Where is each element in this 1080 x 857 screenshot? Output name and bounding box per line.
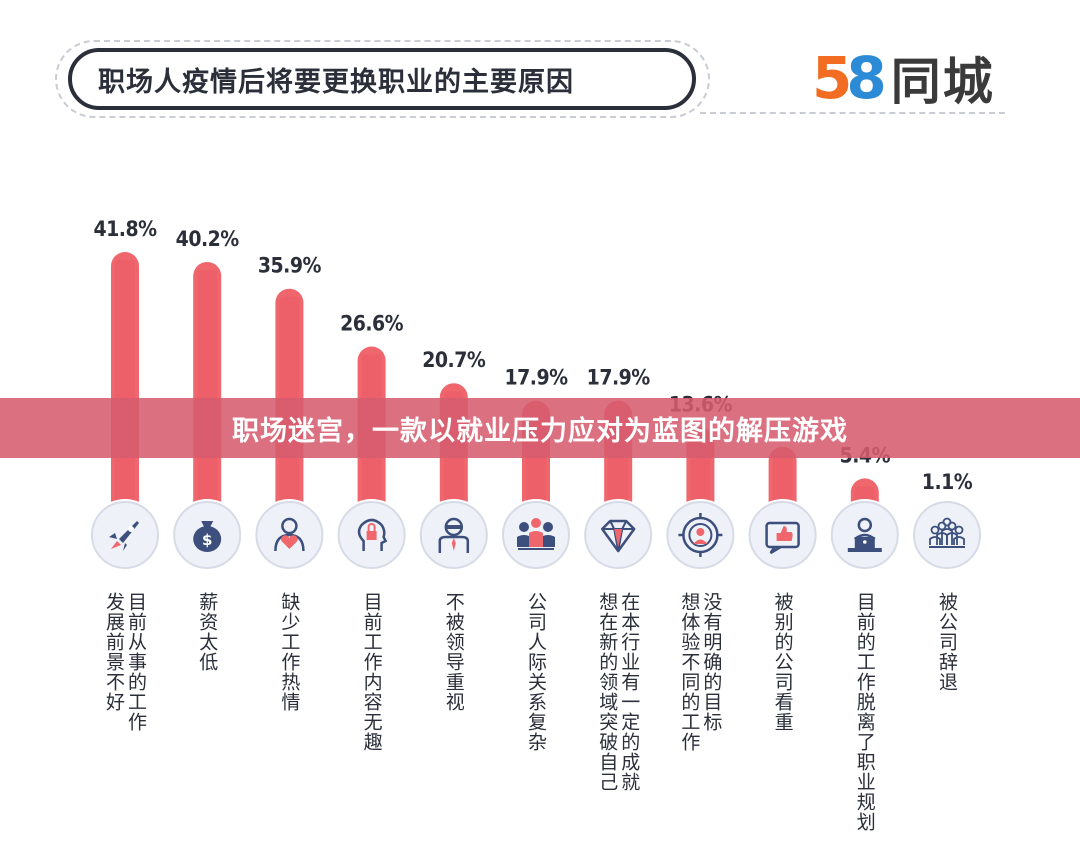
category-label: 想在新的领域突破自己 (596, 592, 618, 792)
category-label: 在本行业有一定的成就 (618, 592, 640, 792)
target-person-icon (678, 513, 723, 557)
head-lock-icon (357, 518, 388, 551)
category-label: 公司人际关系复杂 (525, 592, 547, 752)
bar-shade (115, 260, 135, 520)
value-label: 40.2% (176, 227, 240, 251)
chart-title: 职场人疫情后将要更换职业的主要原因 (98, 66, 574, 98)
category-label: 想体验不同的工作 (678, 592, 700, 752)
category-label: 被别的公司看重 (772, 592, 794, 732)
money-bag-icon: $ (193, 521, 222, 552)
header-pill (55, 40, 710, 118)
banner-text: 职场迷宫，一款以就业压力应对为蓝图的解压游戏 (232, 415, 848, 447)
group-icon (929, 517, 965, 548)
category-label: 没有明确的目标 (700, 592, 722, 732)
value-label: 41.8% (93, 217, 157, 241)
category-label: 被公司辞退 (936, 592, 958, 692)
value-label: 26.6% (340, 312, 404, 336)
diamond-icon (600, 519, 636, 553)
category-label: 目前从事的工作 (125, 592, 147, 732)
header-frame: 职场人疫情后将要更换职业的主要原因 (68, 48, 696, 110)
bar-shade (197, 269, 218, 520)
category-label: 目前工作内容无趣 (361, 592, 383, 752)
rocket-icon (109, 521, 139, 551)
thumbs-up-icon (765, 521, 800, 555)
value-label: 1.1% (922, 470, 973, 494)
overlay-banner: 职场迷宫，一款以就业压力应对为蓝图的解压游戏 (0, 398, 1080, 458)
boss-icon (438, 517, 470, 553)
value-label: 20.7% (422, 348, 486, 372)
value-label: 17.9% (587, 366, 651, 390)
category-label: 薪资太低 (196, 592, 218, 672)
brand-name: 同城 (890, 53, 995, 111)
svg-text:$: $ (202, 531, 212, 549)
team-icon (517, 518, 555, 550)
value-label: 35.9% (258, 254, 322, 278)
brand-digit-5: 5 (812, 44, 853, 112)
header-divider (700, 112, 1005, 114)
value-label: 17.9% (504, 366, 568, 390)
category-label: 不被领导重视 (443, 592, 465, 712)
brand-digit-8: 8 (846, 44, 887, 112)
laptop-person-icon (847, 517, 882, 552)
category-label: 发展前景不好 (103, 592, 125, 712)
brand-logo: 5 8 同城 (812, 44, 995, 112)
category-label: 目前的工作脱离了职业规划 (854, 592, 876, 832)
category-label: 缺少工作热情 (278, 592, 300, 712)
heart-person-icon (274, 517, 305, 552)
